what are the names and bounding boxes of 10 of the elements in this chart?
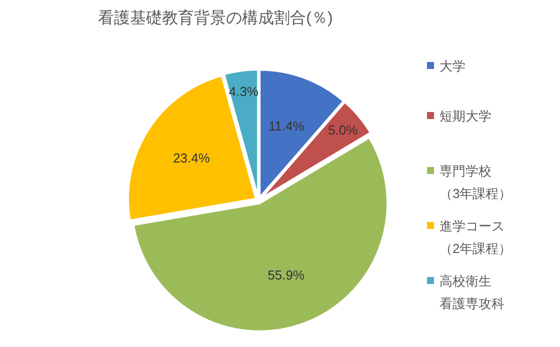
data-label: 5.0%	[328, 122, 358, 138]
chart-title: 看護基礎教育背景の構成割合(％)	[98, 9, 333, 27]
data-label: 11.4%	[268, 118, 305, 134]
legend-label: 高校衛生看護専攻科	[440, 274, 504, 311]
data-label: 55.9%	[268, 267, 305, 282]
legend-label: 進学コース（2年課程）	[440, 218, 512, 256]
data-label: 23.4%	[173, 150, 210, 166]
legend-label: 専門学校（3年課程）	[440, 164, 512, 201]
legend-label: 短期大学	[440, 108, 492, 124]
legend-label: 大学	[440, 58, 466, 74]
